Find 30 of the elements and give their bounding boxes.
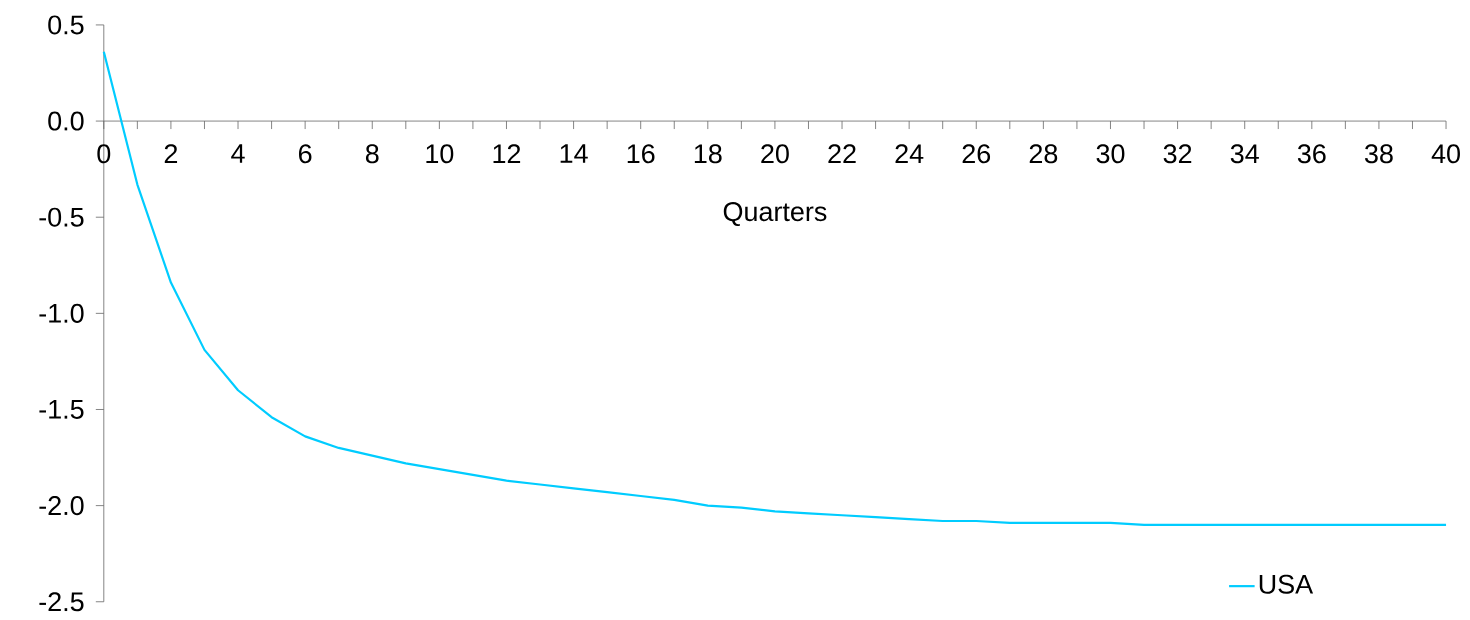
x-tick-label: 2	[164, 144, 178, 163]
x-tick-label: 40	[1431, 144, 1460, 164]
y-tick-label: 0.0	[48, 111, 84, 131]
x-tick-label: 6	[299, 144, 312, 164]
x-axis-title: Quarters	[723, 201, 827, 226]
x-tick-label: 10	[426, 144, 454, 164]
x-tick-label: 8	[365, 144, 379, 164]
x-tick-label: 12	[493, 144, 521, 163]
x-tick-label: 14	[560, 144, 588, 163]
x-tick-label: 34	[1230, 144, 1259, 164]
y-tick-label: 0.5	[48, 15, 84, 35]
y-tick-label: -1.5	[39, 399, 84, 419]
x-tick-label: 38	[1364, 144, 1393, 164]
x-tick-label: 16	[627, 144, 655, 164]
x-tick-label: 0	[97, 144, 111, 164]
x-tick-label: 30	[1096, 144, 1125, 164]
y-tick-label: -0.5	[39, 207, 84, 227]
y-tick-label: -1.0	[39, 303, 84, 323]
y-tick-label: -2.5	[39, 592, 84, 612]
x-tick-label: 32	[1163, 144, 1192, 164]
legend-label: USA	[1259, 574, 1314, 594]
x-tick-label: 22	[828, 144, 856, 163]
x-tick-label: 36	[1297, 144, 1326, 164]
x-tick-label: 4	[231, 144, 245, 163]
x-tick-label: 26	[962, 144, 991, 164]
y-tick-label: -2.0	[39, 495, 84, 516]
x-tick-label: 20	[761, 144, 789, 164]
x-tick-label: 28	[1029, 144, 1058, 164]
x-tick-label: 18	[694, 144, 722, 164]
x-tick-label: 24	[895, 144, 924, 163]
